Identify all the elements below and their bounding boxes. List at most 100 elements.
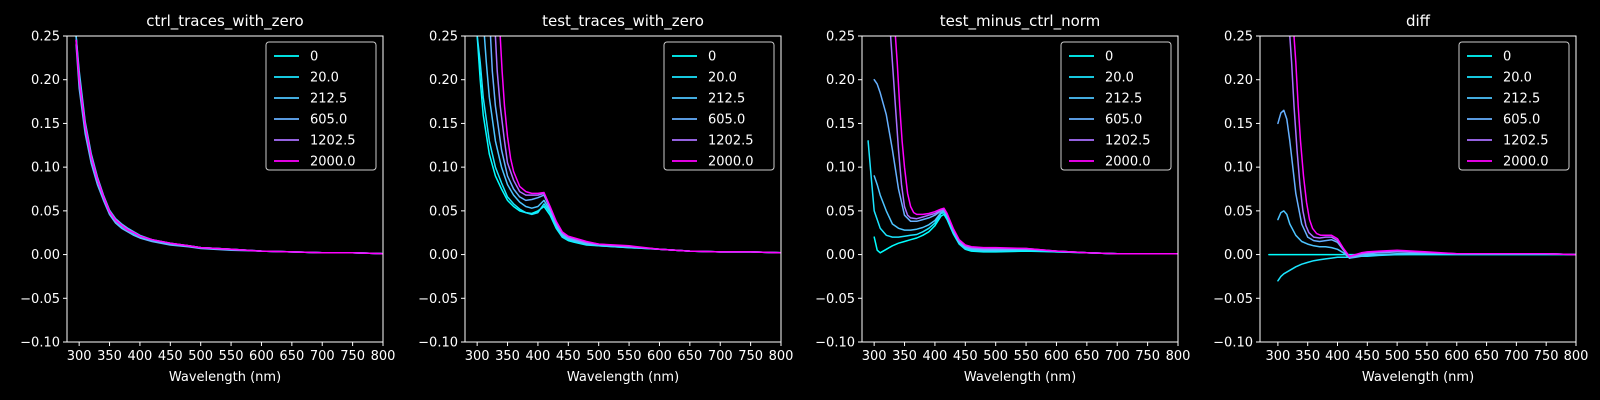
x-tick-label: 800 xyxy=(769,349,794,364)
x-tick-label: 750 xyxy=(1534,349,1559,364)
x-tick-label: 700 xyxy=(1504,349,1529,364)
y-tick-label: 0.05 xyxy=(1224,204,1253,219)
legend-label: 0 xyxy=(1105,50,1113,65)
x-tick-label: 500 xyxy=(586,349,611,364)
plot-area xyxy=(1268,36,1576,282)
y-tick-label: 0.00 xyxy=(429,248,458,263)
series-line-2000.0 xyxy=(894,36,1178,255)
y-tick-label: −0.05 xyxy=(418,292,458,307)
x-tick-label: 600 xyxy=(1044,349,1069,364)
axes-frame xyxy=(1259,35,1577,343)
y-tick-label: 0.15 xyxy=(31,117,60,132)
series-line-2000.0 xyxy=(1293,36,1576,258)
legend-label: 2000.0 xyxy=(1105,155,1151,170)
legend-box xyxy=(265,41,377,171)
y-tick-label: 0.10 xyxy=(429,161,458,176)
series-line-2000.0 xyxy=(75,39,383,255)
legend: 0 20.0 212.5 605.0 1202.5 2000.0 xyxy=(265,41,377,171)
legend-label: 1202.5 xyxy=(1503,134,1549,149)
legend-label: 0 xyxy=(1503,50,1511,65)
x-tick-label: 650 xyxy=(1474,349,1499,364)
x-tick-label: 650 xyxy=(279,349,304,364)
y-tick-label: −0.05 xyxy=(20,292,60,307)
x-tick-label: 800 xyxy=(1166,349,1191,364)
y-tick-label: 0.00 xyxy=(1224,248,1253,263)
legend-label: 20.0 xyxy=(708,71,737,86)
x-tick-label: 450 xyxy=(1355,349,1380,364)
x-tick-label: 500 xyxy=(1385,349,1410,364)
legend-label: 2000.0 xyxy=(1503,155,1549,170)
y-tick-label: 0.05 xyxy=(31,204,60,219)
x-tick-label: 350 xyxy=(97,349,122,364)
legend-label: 212.5 xyxy=(310,92,347,107)
legend: 0 20.0 212.5 605.0 1202.5 2000.0 xyxy=(1060,41,1172,171)
x-tick-label: 450 xyxy=(556,349,581,364)
x-tick-label: 400 xyxy=(526,349,551,364)
axes-frame xyxy=(66,35,384,343)
chart-title: ctrl_traces_with_zero xyxy=(146,12,303,31)
x-tick-label: 550 xyxy=(617,349,642,364)
series-line-20.0 xyxy=(867,140,1178,255)
plot-area xyxy=(867,36,1178,255)
x-tick-label: 750 xyxy=(1135,349,1160,364)
chart-title: diff xyxy=(1406,12,1431,30)
legend-label: 1202.5 xyxy=(708,134,754,149)
legend-label: 1202.5 xyxy=(310,134,356,149)
series-line-2000.0 xyxy=(499,36,781,254)
x-tick-label: 600 xyxy=(647,349,672,364)
x-tick-label: 300 xyxy=(1265,349,1290,364)
legend-label: 2000.0 xyxy=(310,155,356,170)
y-tick-label: 0.20 xyxy=(1224,73,1253,88)
legend-label: 605.0 xyxy=(1503,113,1540,128)
y-tick-label: −0.05 xyxy=(1213,292,1253,307)
x-tick-label: 650 xyxy=(1074,349,1099,364)
x-tick-label: 800 xyxy=(371,349,396,364)
chart-panel-3: 300 350 400 450 500 550 600 650 700 750 800 −0.10 −0… xyxy=(815,12,1190,385)
legend-label: 0 xyxy=(310,50,318,65)
plot-area xyxy=(75,36,383,255)
legend-label: 2000.0 xyxy=(708,155,754,170)
y-tick-label: 0.10 xyxy=(826,161,855,176)
x-tick-label: 350 xyxy=(495,349,520,364)
axes-frame xyxy=(464,35,782,343)
x-tick-label: 550 xyxy=(1014,349,1039,364)
x-tick-label: 450 xyxy=(158,349,183,364)
legend-label: 212.5 xyxy=(1105,92,1142,107)
y-tick-label: 0.00 xyxy=(826,248,855,263)
y-tick-label: 0.00 xyxy=(31,248,60,263)
series-line-212.5 xyxy=(1277,210,1576,259)
legend-label: 1202.5 xyxy=(1105,134,1151,149)
x-tick-label: 550 xyxy=(1415,349,1440,364)
x-tick-label: 400 xyxy=(1325,349,1350,364)
y-tick-label: 0.10 xyxy=(1224,161,1253,176)
x-tick-label: 400 xyxy=(923,349,948,364)
x-tick-label: 750 xyxy=(738,349,763,364)
legend-label: 20.0 xyxy=(1105,71,1134,86)
y-tick-label: 0.15 xyxy=(1224,117,1253,132)
x-axis-label: Wavelength (nm) xyxy=(169,370,281,385)
legend-label: 20.0 xyxy=(310,71,339,86)
x-tick-label: 600 xyxy=(249,349,274,364)
legend-label: 20.0 xyxy=(1503,71,1532,86)
x-tick-label: 650 xyxy=(677,349,702,364)
legend-label: 605.0 xyxy=(310,113,347,128)
x-axis-label: Wavelength (nm) xyxy=(1362,370,1474,385)
x-tick-label: 300 xyxy=(465,349,490,364)
x-tick-label: 300 xyxy=(67,349,92,364)
legend-label: 0 xyxy=(708,50,716,65)
x-tick-label: 800 xyxy=(1564,349,1589,364)
legend-label: 605.0 xyxy=(708,113,745,128)
y-tick-label: 0.20 xyxy=(826,73,855,88)
x-tick-label: 500 xyxy=(188,349,213,364)
x-tick-label: 700 xyxy=(310,349,335,364)
x-tick-label: 550 xyxy=(219,349,244,364)
plot-area xyxy=(476,36,781,254)
x-tick-label: 300 xyxy=(862,349,887,364)
legend-label: 605.0 xyxy=(1105,113,1142,128)
y-tick-label: 0.20 xyxy=(429,73,458,88)
y-tick-label: 0.15 xyxy=(826,117,855,132)
chart-panel-2: 300 350 400 450 500 550 600 650 700 750 800 −0.10 −0… xyxy=(418,12,793,385)
y-tick-label: −0.10 xyxy=(20,336,60,351)
x-tick-label: 600 xyxy=(1444,349,1469,364)
